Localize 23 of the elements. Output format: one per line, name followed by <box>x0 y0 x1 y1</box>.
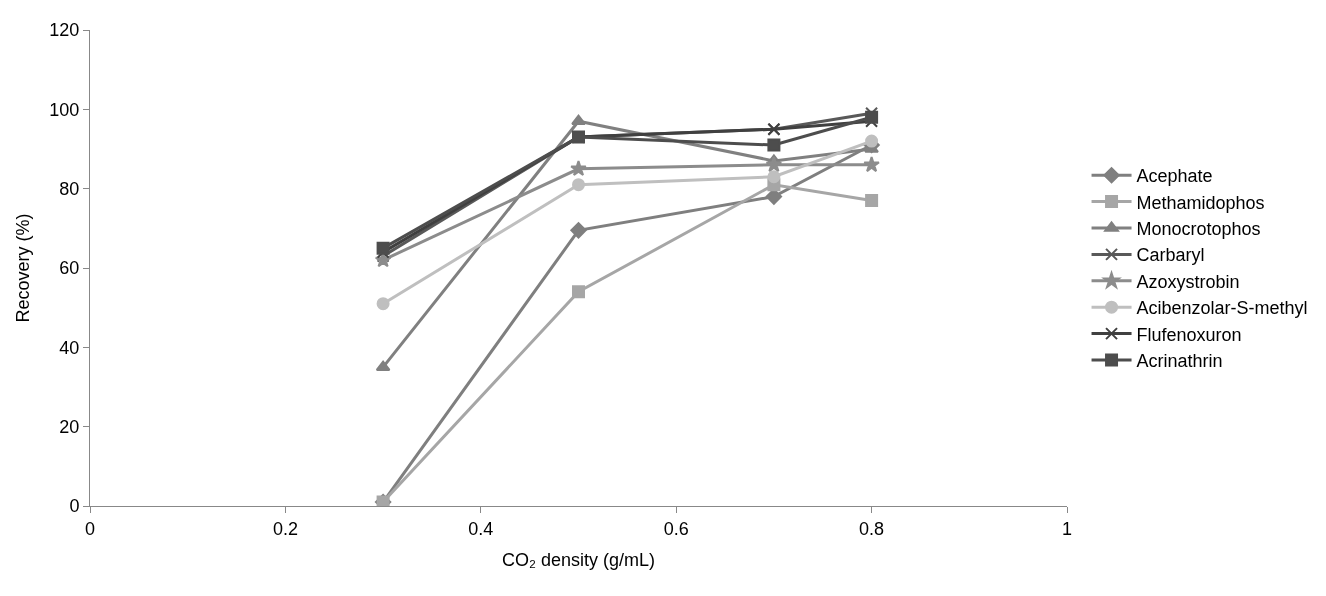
x-tick-label: 0.4 <box>468 518 494 539</box>
y-tick-label: 100 <box>49 99 80 120</box>
legend-label: Carbaryl <box>1136 245 1205 266</box>
x-tick-label: 0.6 <box>663 518 689 539</box>
legend-label: Monocrotophos <box>1136 219 1261 240</box>
y-tick-label: 60 <box>59 258 80 279</box>
y-tick-label: 20 <box>59 416 80 437</box>
legend-label: Methamidophos <box>1136 192 1265 213</box>
x-tick-label: 0.8 <box>859 518 885 539</box>
y-tick-label: 120 <box>49 20 80 41</box>
legend-label: Flufenoxuron <box>1136 324 1242 345</box>
legend-label: Acrinathrin <box>1136 351 1223 372</box>
legend-label: Azoxystrobin <box>1136 271 1240 292</box>
x-tick-label: 0.2 <box>272 518 298 539</box>
y-tick-label: 40 <box>59 337 80 358</box>
y-axis-title: Recovery (%) <box>12 213 33 323</box>
x-tick-label: 1 <box>1061 518 1073 539</box>
y-tick-label: 0 <box>69 496 80 517</box>
x-tick-label: 0 <box>84 518 96 539</box>
legend-label: Acibenzolar-S-methyl <box>1136 298 1308 319</box>
legend-label: Acephate <box>1136 166 1213 187</box>
x-axis-title: CO₂ density (g/mL) <box>501 549 656 570</box>
y-tick-label: 80 <box>59 178 80 199</box>
